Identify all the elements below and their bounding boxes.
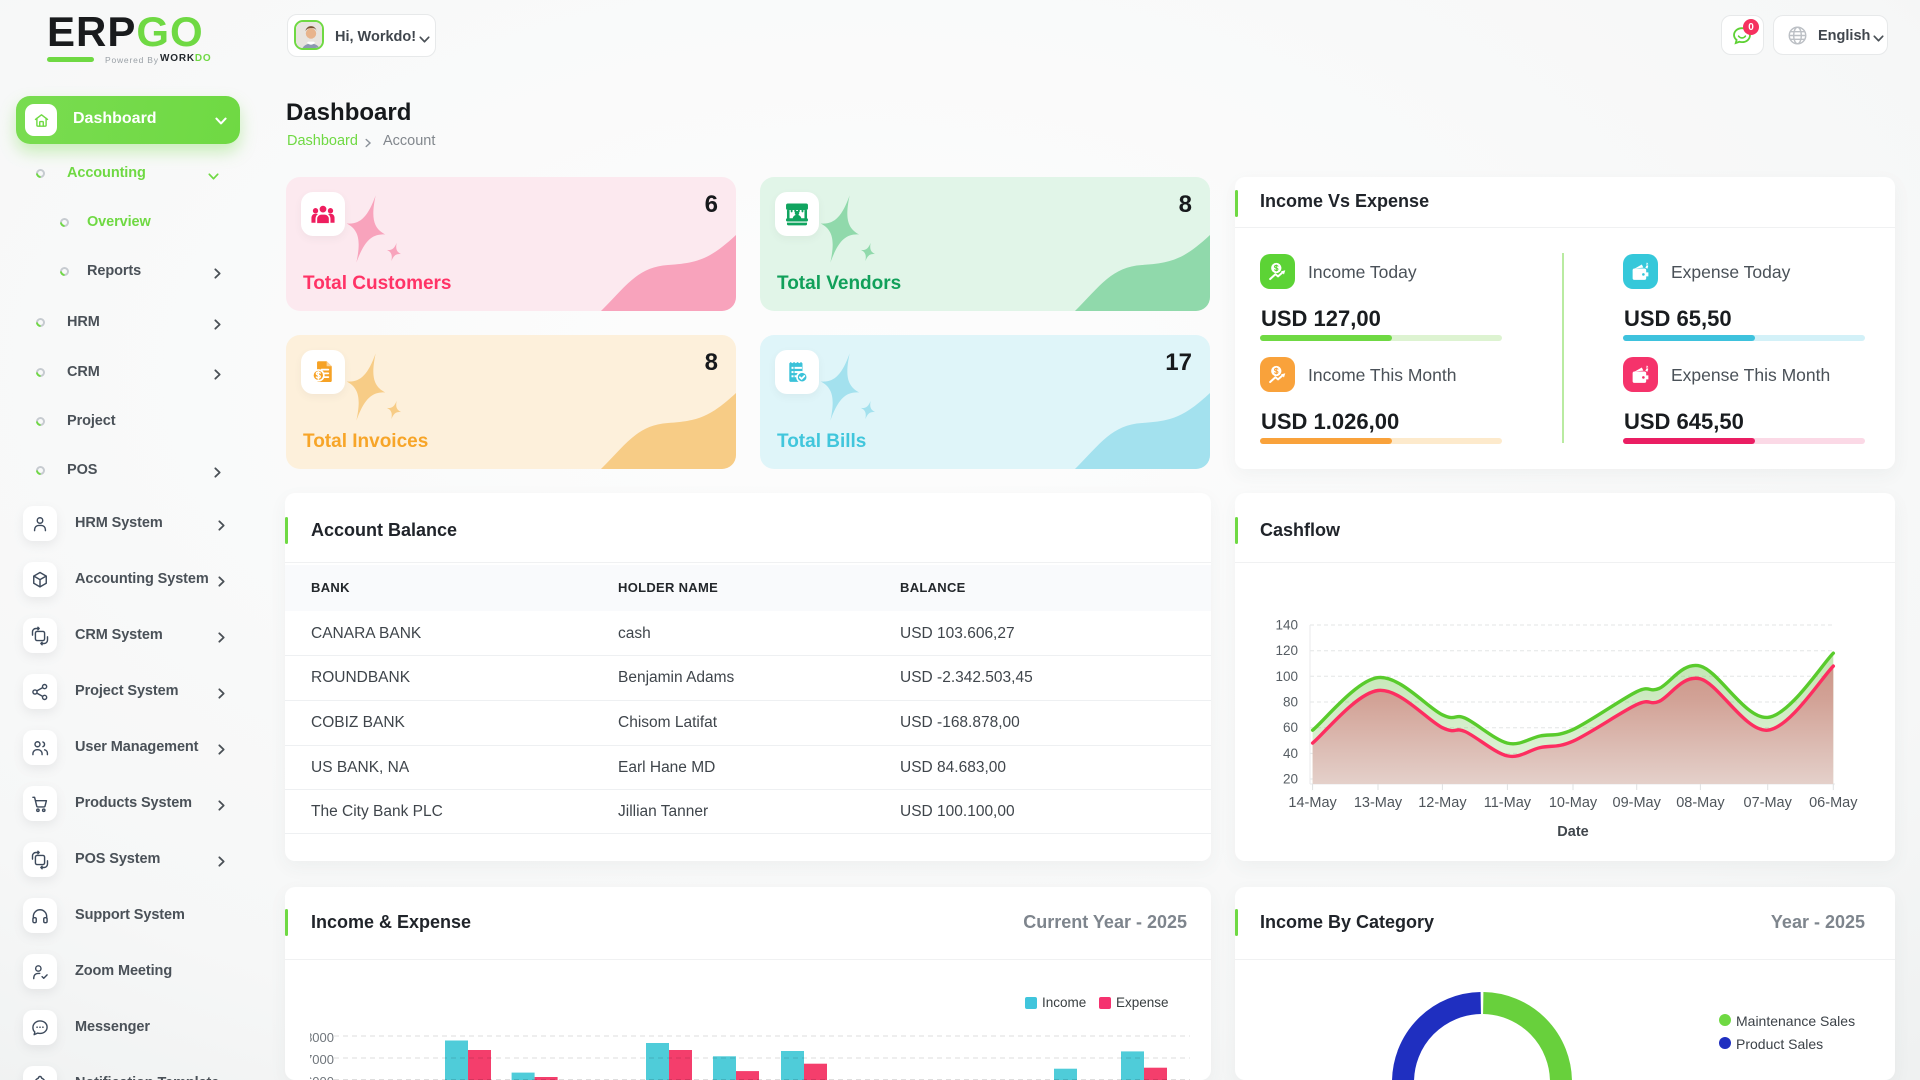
svg-text:11-May: 11-May [1484, 795, 1532, 811]
svg-text:60: 60 [1283, 720, 1298, 735]
svg-text:120: 120 [1275, 643, 1298, 658]
svg-text:140: 140 [1275, 618, 1298, 633]
svg-text:10-May: 10-May [1549, 795, 1598, 811]
svg-text:100: 100 [1275, 669, 1298, 684]
svg-text:14-May: 14-May [1288, 795, 1337, 811]
svg-text:80: 80 [1283, 695, 1298, 710]
svg-text:12-May: 12-May [1418, 795, 1467, 811]
svg-text:06-May: 06-May [1809, 795, 1858, 811]
svg-text:Date: Date [1557, 824, 1588, 840]
svg-text:20: 20 [1283, 772, 1298, 787]
svg-text:07-May: 07-May [1744, 795, 1793, 811]
svg-text:40: 40 [1283, 746, 1298, 761]
svg-text:09-May: 09-May [1613, 795, 1662, 811]
svg-text:13-May: 13-May [1354, 795, 1403, 811]
svg-text:08-May: 08-May [1676, 795, 1725, 811]
